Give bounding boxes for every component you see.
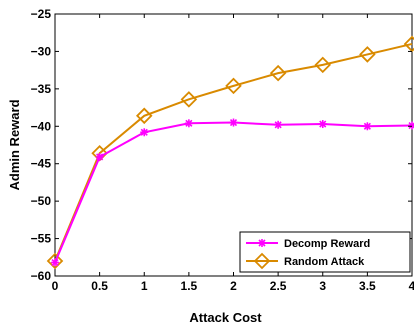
star-marker-stroke	[319, 120, 327, 128]
y-tick-label: −40	[31, 119, 52, 133]
y-tick-label: −25	[31, 7, 52, 21]
y-tick-label: −45	[31, 157, 52, 171]
star-marker	[184, 119, 193, 128]
star-marker	[51, 258, 59, 267]
star-marker-stroke	[140, 128, 148, 136]
y-tick-label: −50	[31, 194, 52, 208]
legend-label: Random Attack	[284, 256, 365, 268]
series-line-random-attack	[54, 42, 413, 262]
star-marker	[274, 120, 283, 129]
diamond-marker	[180, 91, 198, 108]
x-tick-label: 0.5	[91, 279, 108, 293]
star-marker-stroke	[229, 118, 238, 127]
star-marker	[318, 120, 327, 129]
star-marker-stroke	[96, 153, 104, 161]
y-tick-label: −55	[31, 232, 52, 246]
x-tick-label: 1.5	[181, 279, 198, 293]
x-tick-label: 2.5	[270, 279, 287, 293]
x-tick-label: 1	[141, 279, 148, 293]
x-axis-label: Attack Cost	[189, 310, 262, 325]
x-tick-label: 3	[319, 279, 326, 293]
y-tick-label: −60	[31, 269, 52, 283]
star-marker	[258, 239, 266, 247]
diamond-marker	[269, 64, 287, 82]
star-marker	[140, 128, 149, 137]
x-tick-label: 0	[52, 279, 59, 293]
star-marker-stroke	[185, 119, 193, 127]
star-marker-stroke	[51, 258, 59, 267]
diamond-marker	[314, 56, 332, 74]
x-tick-label: 3.5	[359, 279, 376, 293]
diamond-marker	[135, 107, 153, 125]
star-marker-stroke	[274, 121, 282, 129]
diamond-marker	[225, 77, 242, 95]
legend-label: Decomp Reward	[284, 238, 370, 250]
star-marker	[229, 118, 238, 127]
star-marker	[95, 152, 104, 161]
diamond-marker	[253, 252, 271, 270]
y-tick-label: −30	[31, 44, 52, 58]
star-marker-stroke	[408, 122, 414, 130]
x-tick-label: 2	[230, 279, 237, 293]
diamond-marker	[359, 46, 376, 63]
star-marker	[363, 122, 372, 131]
star-marker	[408, 121, 414, 130]
legend-box	[239, 231, 411, 273]
y-tick-label: −35	[31, 82, 52, 96]
star-marker-stroke	[258, 239, 266, 247]
star-marker-stroke	[363, 122, 371, 130]
x-tick-label: 4	[409, 279, 414, 293]
diamond-marker	[46, 252, 64, 270]
y-axis-label: Admin Reward	[7, 99, 22, 190]
